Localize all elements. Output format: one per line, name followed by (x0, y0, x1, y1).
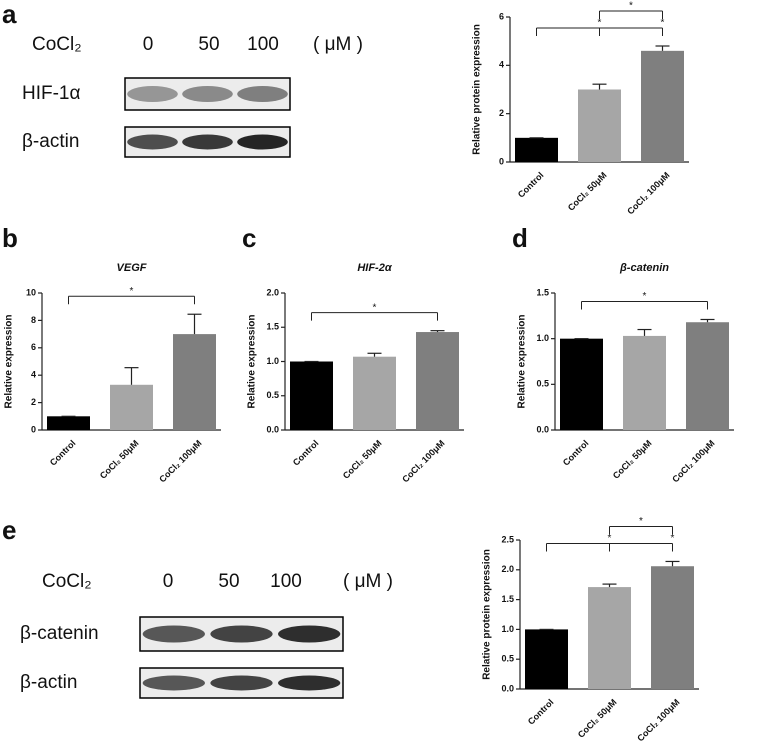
bar (110, 384, 153, 430)
blot-band (210, 675, 273, 691)
y-tick-label: 0.0 (536, 424, 549, 434)
chart-title: HIF-2α (357, 262, 393, 274)
significance-label: * (373, 302, 377, 313)
error-bar (430, 330, 445, 333)
error-bar (665, 560, 680, 567)
y-tick-label: 4 (31, 370, 36, 380)
significance-label: * (661, 18, 665, 29)
error-bar (187, 313, 202, 335)
y-axis-label: Relative protein expression (472, 24, 483, 155)
y-tick-label: 1.5 (501, 594, 514, 604)
error-bar (700, 318, 715, 323)
error-bar (637, 328, 652, 336)
significance-label: * (639, 516, 643, 527)
y-tick-label: 1.0 (501, 624, 514, 634)
y-tick-label: 2 (31, 397, 36, 407)
blot-band (182, 86, 233, 102)
bar (525, 629, 568, 689)
blot-band (142, 675, 205, 691)
blot-row-label: HIF-1α (22, 83, 81, 104)
dose-label: 100 (247, 34, 279, 55)
y-tick-label: 1.5 (266, 322, 279, 332)
treatment-label: CoCl₂ (32, 34, 82, 55)
panel-letter: b (2, 223, 18, 253)
dose-label: 0 (163, 571, 174, 592)
bar (290, 361, 333, 430)
blot-band (237, 134, 288, 150)
bar (578, 89, 621, 162)
y-tick-label: 2.0 (501, 564, 514, 574)
treatment-label: CoCl₂ (42, 571, 92, 592)
bar (686, 322, 729, 430)
panel-letter: c (242, 223, 256, 253)
y-tick-label: 6 (31, 342, 36, 352)
unit-label: ( μM ) (313, 34, 363, 55)
blot-row-label: β-actin (20, 672, 77, 693)
y-axis-label: Relative expression (247, 315, 258, 409)
y-tick-label: 2 (499, 108, 504, 118)
error-bar (367, 352, 382, 357)
y-tick-label: 0.5 (501, 654, 514, 664)
significance-label: * (598, 18, 602, 29)
blot-band (210, 625, 273, 643)
bar (47, 416, 90, 430)
blot-row-label: β-catenin (20, 623, 99, 644)
blot-band (237, 86, 288, 102)
significance-label: * (130, 286, 134, 297)
blot-row-label: β-actin (22, 131, 79, 152)
chart-title: β-catenin (619, 262, 669, 274)
dose-label: 0 (143, 34, 154, 55)
y-tick-label: 0.5 (536, 379, 549, 389)
y-axis-label: Relative protein expression (482, 549, 493, 680)
blot-band (182, 134, 233, 150)
y-tick-label: 0.0 (266, 424, 279, 434)
y-tick-label: 0.5 (266, 390, 279, 400)
bar (515, 137, 558, 162)
blot-band (278, 625, 341, 643)
y-tick-label: 6 (499, 11, 504, 21)
y-tick-label: 1.0 (536, 333, 549, 343)
unit-label: ( μM ) (343, 571, 393, 592)
bar (623, 335, 666, 430)
panel-letter: e (2, 515, 16, 545)
blot-band (127, 134, 178, 150)
blot-band (127, 86, 178, 102)
dose-label: 100 (270, 571, 302, 592)
y-tick-label: 1.5 (536, 287, 549, 297)
significance-label: * (643, 291, 647, 302)
bar (173, 334, 216, 430)
y-tick-label: 1.0 (266, 356, 279, 366)
bar (588, 587, 631, 689)
y-tick-label: 0 (31, 424, 36, 434)
error-bar (592, 83, 607, 90)
y-tick-label: 2.5 (501, 534, 514, 544)
y-tick-label: 0.0 (501, 683, 514, 693)
y-tick-label: 2.0 (266, 287, 279, 297)
panel-letter: a (2, 0, 17, 29)
y-axis-label: Relative expression (517, 315, 528, 409)
y-tick-label: 10 (26, 287, 36, 297)
blot-band (278, 675, 341, 691)
bar (651, 566, 694, 689)
chart-title: VEGF (117, 262, 147, 274)
blot-band (142, 625, 205, 643)
significance-label: * (629, 1, 633, 12)
bar (641, 50, 684, 163)
error-bar (655, 45, 670, 51)
y-tick-label: 0 (499, 156, 504, 166)
significance-label: * (671, 533, 675, 544)
y-tick-label: 8 (31, 315, 36, 325)
dose-label: 50 (198, 34, 219, 55)
significance-label: * (608, 533, 612, 544)
error-bar (124, 367, 139, 385)
bar (353, 356, 396, 430)
bar (560, 338, 603, 430)
panel-letter: d (512, 223, 528, 253)
bar (416, 332, 459, 430)
y-tick-label: 4 (499, 60, 504, 70)
y-axis-label: Relative expression (4, 315, 15, 409)
error-bar (602, 583, 617, 588)
dose-label: 50 (218, 571, 239, 592)
